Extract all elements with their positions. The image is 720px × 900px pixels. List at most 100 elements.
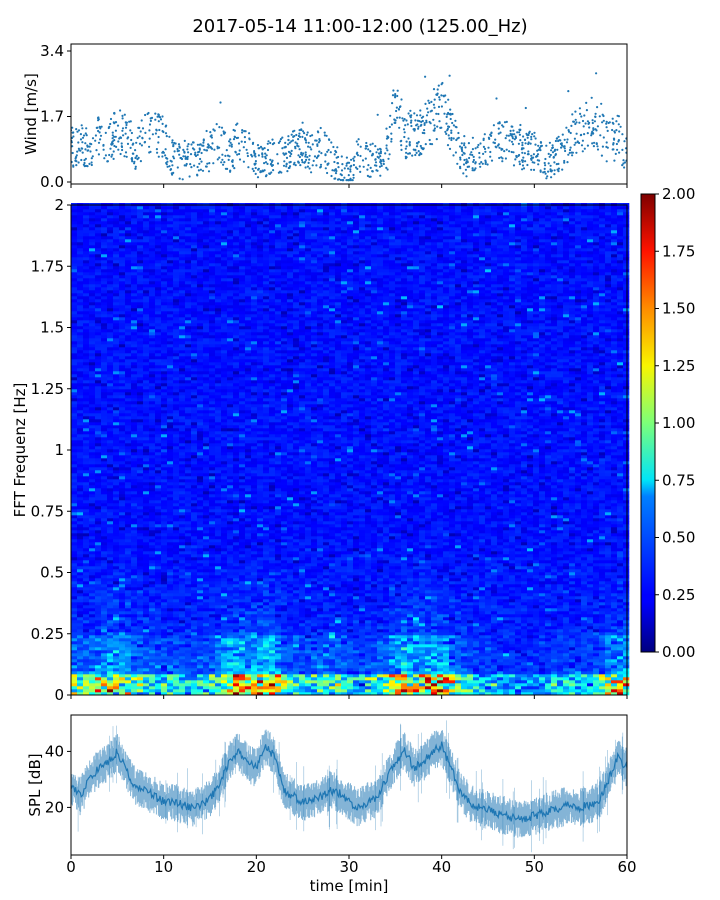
spectrogram-cell: [179, 560, 186, 564]
wind-point: [615, 120, 618, 123]
spectrogram-cell: [173, 422, 180, 426]
spectrogram-cell: [119, 284, 126, 288]
wind-point: [172, 143, 175, 146]
spectrogram-cell: [155, 548, 162, 552]
wind-point: [554, 154, 557, 157]
spectrogram-cell: [113, 554, 120, 558]
spectrogram-cell: [143, 632, 150, 636]
spectrogram-cell: [197, 608, 204, 612]
spectrogram-cell: [149, 263, 156, 267]
spectrogram-cell: [149, 230, 156, 234]
spectrogram-cell: [191, 611, 198, 615]
spectrogram-cell: [185, 266, 192, 270]
wind-point: [444, 101, 447, 104]
spectrogram-cell: [95, 407, 102, 411]
spectrogram-cell: [113, 407, 120, 411]
spectrogram-cell: [131, 572, 138, 576]
wind-point: [494, 145, 497, 148]
spectrogram-cell: [71, 500, 78, 504]
spectrogram-cell: [197, 320, 204, 324]
spectrogram-cell: [149, 602, 156, 606]
spectrogram-cell: [89, 206, 96, 210]
spectrogram-cell: [71, 581, 78, 585]
wind-point: [469, 153, 472, 156]
spectrogram-cell: [173, 575, 180, 579]
spectrogram-cell: [167, 632, 174, 636]
spectrogram-cell: [137, 221, 144, 225]
spectrogram-cell: [125, 506, 132, 510]
wind-point: [287, 135, 290, 138]
spectrogram-cell: [191, 569, 198, 573]
spectrogram-cell: [77, 299, 84, 303]
wind-point: [197, 169, 200, 172]
spectrogram-cell: [155, 419, 162, 423]
spectrogram-cell: [113, 428, 120, 432]
spectrogram-cell: [83, 632, 90, 636]
spectrogram-cell: [179, 296, 186, 300]
spectrogram-cell: [197, 452, 204, 456]
spectrogram-cell: [197, 623, 204, 627]
wind-point: [538, 146, 541, 150]
spectrogram-cell: [83, 215, 90, 219]
spectrogram-cell: [77, 650, 84, 654]
spectrogram-cell: [143, 476, 150, 480]
spectrogram-cell: [119, 335, 126, 339]
spectrogram-cell: [89, 407, 96, 411]
spectrogram-cell: [101, 605, 108, 609]
wind-point: [243, 140, 247, 144]
spectrogram-cell: [161, 581, 168, 585]
wind-point: [90, 143, 93, 146]
spectrogram-cell: [173, 617, 180, 621]
spectrogram-cell: [197, 422, 204, 426]
spectrogram-cell: [83, 545, 90, 549]
spectrogram-cell: [107, 545, 114, 549]
spectrogram-cell: [179, 446, 186, 450]
spectrogram-cell: [71, 626, 78, 630]
spectrogram-cell: [179, 515, 186, 519]
spectrogram-cell: [107, 593, 114, 597]
wind-point: [307, 141, 310, 144]
spectrogram-cell: [155, 560, 162, 564]
wind-point: [563, 138, 566, 141]
spectrogram-cell: [77, 341, 84, 345]
spectrogram-cell: [77, 446, 84, 450]
spectrogram-cell: [185, 386, 192, 390]
spectrogram-cell: [83, 644, 90, 648]
spectrogram-cell: [95, 218, 102, 222]
spectrogram-cell: [77, 338, 84, 342]
spectrogram-cell: [113, 692, 120, 696]
spectrogram-cell: [179, 356, 186, 360]
wind-point: [319, 163, 323, 166]
spectrogram-cell: [155, 467, 162, 471]
spectrogram-cell: [107, 371, 114, 375]
spectrogram-cell: [113, 230, 120, 234]
wind-point: [186, 155, 189, 158]
wind-point: [521, 168, 524, 171]
spectrogram-cell: [167, 635, 174, 639]
wind-point: [563, 145, 566, 148]
wind-point: [533, 131, 536, 134]
spectrogram-cell: [77, 386, 84, 390]
spectrogram-cells: [71, 203, 630, 696]
spectrogram-cell: [167, 587, 174, 591]
wind-point: [376, 113, 379, 116]
spectrogram-cell: [71, 452, 78, 456]
wind-point: [200, 160, 203, 163]
spectrogram-cell: [113, 290, 120, 294]
spectrogram-cell: [161, 680, 168, 684]
spectrogram-cell: [89, 239, 96, 243]
spectrogram-cell: [83, 578, 90, 582]
spectrogram-cell: [167, 221, 174, 225]
spectrogram-cell: [113, 530, 120, 534]
spectrogram-cell: [179, 278, 186, 282]
spectrogram-cell: [197, 659, 204, 663]
spectrogram-cell: [89, 470, 96, 474]
wind-point: [464, 168, 467, 171]
spectrogram-cell: [197, 611, 204, 615]
spectrogram-cell: [77, 248, 84, 252]
spectrogram-cell: [149, 461, 156, 465]
spectrogram-cell: [161, 425, 168, 429]
spectrogram-cell: [119, 443, 126, 447]
spectrogram-cell: [71, 317, 78, 321]
wind-point: [507, 134, 510, 137]
